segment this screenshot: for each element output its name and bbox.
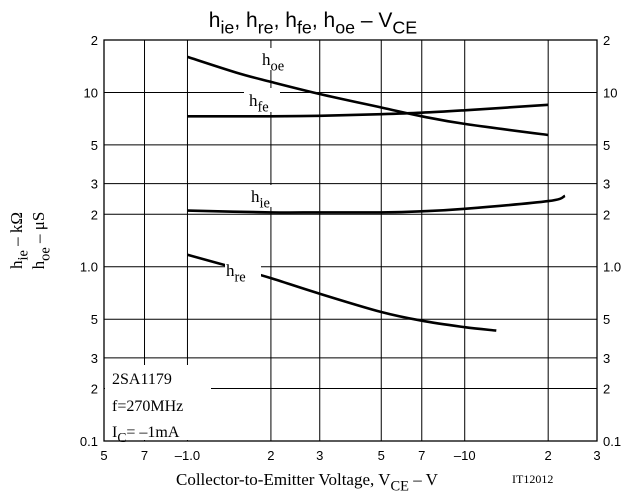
figure-id: IT12012 (512, 472, 553, 486)
y-tick-label-right: 2 (603, 33, 610, 48)
x-tick-label: 3 (593, 448, 600, 463)
series-curves (187, 55, 566, 332)
y-tick-label-left: 5 (91, 138, 98, 153)
series-line-oe (187, 55, 549, 137)
x-tick-label: 3 (316, 448, 323, 463)
y-axis-label-hie: hie – kΩ (7, 212, 31, 269)
y-tick-label-right: 2 (603, 382, 610, 397)
y-tick-label-right: 1.0 (603, 260, 621, 275)
x-tick-label: 5 (100, 448, 107, 463)
x-tick-label: 7 (418, 448, 425, 463)
y-tick-label-right: 5 (603, 312, 610, 327)
y-tick-label-right: 0.1 (603, 434, 621, 449)
curve-label-backing (244, 88, 280, 112)
y-tick-label-left: 3 (91, 351, 98, 366)
x-tick-label: 7 (141, 448, 148, 463)
y-tick-label-left: 10 (84, 85, 98, 100)
y-tick-label-left: 0.1 (80, 434, 98, 449)
x-tick-label: 5 (378, 448, 385, 463)
y-tick-label-right: 3 (603, 177, 610, 192)
chart-title: hie, hre, hfe, hoe – VCE (209, 9, 418, 38)
curve-label-backing (256, 48, 292, 70)
curve-label-fe: hfe (249, 91, 269, 115)
plot-frame (103, 39, 598, 442)
curve-label-backing (247, 185, 283, 207)
y-tick-label-right: 2 (603, 207, 610, 222)
curve-label-oe: hoe (262, 50, 284, 74)
y-tick-label-left: 2 (91, 33, 98, 48)
series-line-ie (187, 194, 566, 214)
x-axis-label: Collector-to-Emitter Voltage, VCE – V (176, 470, 439, 494)
y-tick-label-right: 5 (603, 138, 610, 153)
curve-label-re: hre (226, 261, 246, 285)
y-axis-label-hoe: hoe – μS (29, 212, 53, 270)
annotation-line: f=270MHz (112, 398, 183, 415)
y-tick-label-left: 3 (91, 177, 98, 192)
x-tick-label: –10 (454, 448, 476, 463)
tick-labels: 5 7 –1.0 2 3 5 7 –10 2 30.1 0.12 23 35 51.0 1.02 23 35 51… (80, 33, 621, 463)
series-line-fe (187, 103, 549, 118)
curve-label-backing (225, 258, 261, 280)
y-tick-label-left: 5 (91, 312, 98, 327)
y-tick-label-left: 1.0 (80, 260, 98, 275)
annotation-line: IC= –1mA (112, 424, 180, 445)
y-tick-label-left: 2 (91, 382, 98, 397)
curve-label-ie: hie (251, 187, 270, 211)
x-tick-label: 2 (545, 448, 552, 463)
grid (104, 40, 597, 441)
y-tick-label-right: 10 (603, 85, 617, 100)
y-tick-label-right: 3 (603, 351, 610, 366)
x-tick-label: –1.0 (175, 448, 200, 463)
annotation-backing (105, 365, 211, 440)
y-tick-label-left: 2 (91, 207, 98, 222)
x-tick-label: 2 (267, 448, 274, 463)
chart-text: hoe hfe hie hre hie, hre, hfe, hoe – VCE 2SA1… (7, 9, 553, 494)
annotation-line: 2SA1179 (112, 371, 172, 388)
